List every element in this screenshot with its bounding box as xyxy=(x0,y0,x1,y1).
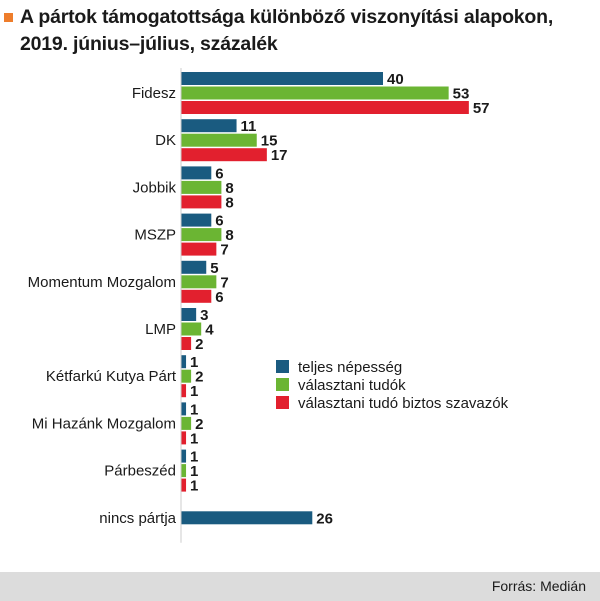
value-label-ketfarku-kutya-part-valasztani-tudo-biztos-szavazok: 1 xyxy=(190,383,198,400)
value-label-parbeszed-valasztani-tudok: 1 xyxy=(190,463,198,480)
legend-label-teljes-nepesseg: teljes népesség xyxy=(298,359,402,376)
bar-dk-valasztani-tudo-biztos-szavazok xyxy=(181,148,267,162)
value-label-jobbik-valasztani-tudok: 8 xyxy=(225,180,233,197)
bar-fidesz-valasztani-tudo-biztos-szavazok xyxy=(181,101,469,114)
bar-lmp-teljes-nepesseg xyxy=(181,308,197,321)
bar-chart: Fidesz405357DK111517Jobbik688MSZP687Mome… xyxy=(28,68,509,543)
bar-parbeszed-valasztani-tudok xyxy=(181,464,187,478)
value-label-dk-teljes-nepesseg: 11 xyxy=(241,118,257,135)
legend-swatch-teljes-nepesseg xyxy=(276,360,289,373)
bar-mi-hazank-mozgalom-valasztani-tudo-biztos-szavazok xyxy=(181,431,187,445)
bar-parbeszed-valasztani-tudo-biztos-szavazok xyxy=(181,478,187,492)
bar-ketfarku-kutya-part-teljes-nepesseg xyxy=(181,355,187,369)
value-label-momentum-mozgalom-valasztani-tudo-biztos-szavazok: 6 xyxy=(215,289,223,306)
title-marker xyxy=(4,13,13,22)
value-label-mi-hazank-mozgalom-valasztani-tudo-biztos-szavazok: 1 xyxy=(190,430,198,447)
value-label-ketfarku-kutya-part-teljes-nepesseg: 1 xyxy=(190,354,198,371)
category-label-mszp: MSZP xyxy=(134,227,176,244)
legend-label-valasztani-tudok: választani tudók xyxy=(298,377,406,394)
value-label-parbeszed-valasztani-tudo-biztos-szavazok: 1 xyxy=(190,478,198,495)
legend-label-valasztani-tudo-biztos-szavazok: választani tudó biztos szavazók xyxy=(298,395,509,412)
bar-fidesz-valasztani-tudok xyxy=(181,86,449,100)
value-label-momentum-mozgalom-valasztani-tudok: 7 xyxy=(220,274,228,291)
category-label-mi-hazank-mozgalom: Mi Hazánk Mozgalom xyxy=(32,415,176,432)
category-label-parbeszed: Párbeszéd xyxy=(104,463,176,480)
value-label-mi-hazank-mozgalom-teljes-nepesseg: 1 xyxy=(190,401,198,418)
bar-ketfarku-kutya-part-valasztani-tudo-biztos-szavazok xyxy=(181,384,187,398)
value-label-mszp-valasztani-tudo-biztos-szavazok: 7 xyxy=(220,242,228,259)
footer-bar: Forrás: Medián xyxy=(0,572,600,601)
bar-fidesz-teljes-nepesseg xyxy=(181,72,383,85)
bar-jobbik-teljes-nepesseg xyxy=(181,166,212,180)
category-label-lmp: LMP xyxy=(145,321,176,338)
category-label-nincs-partja: nincs pártja xyxy=(99,510,176,527)
category-label-jobbik: Jobbik xyxy=(133,179,177,196)
bar-mszp-valasztani-tudok xyxy=(181,228,222,242)
value-label-dk-valasztani-tudok: 15 xyxy=(261,133,278,150)
category-label-fidesz: Fidesz xyxy=(132,85,176,102)
title-line-2: 2019. június–július, százalék xyxy=(20,33,278,55)
legend-swatch-valasztani-tudo-biztos-szavazok xyxy=(276,396,289,409)
value-label-momentum-mozgalom-teljes-nepesseg: 5 xyxy=(210,260,218,277)
bar-ketfarku-kutya-part-valasztani-tudok xyxy=(181,369,192,383)
bar-lmp-valasztani-tudo-biztos-szavazok xyxy=(181,337,192,350)
legend-swatch-valasztani-tudok xyxy=(276,378,289,391)
value-label-lmp-valasztani-tudok: 4 xyxy=(205,322,214,339)
value-label-lmp-valasztani-tudo-biztos-szavazok: 2 xyxy=(195,336,203,353)
value-label-fidesz-valasztani-tudo-biztos-szavazok: 57 xyxy=(473,100,490,117)
category-label-ketfarku-kutya-part: Kétfarkú Kutya Párt xyxy=(46,368,177,385)
title-text: A pártok támogatottsága különböző viszon… xyxy=(20,4,596,58)
bar-dk-valasztani-tudok xyxy=(181,133,257,147)
value-label-nincs-partja-teljes-nepesseg: 26 xyxy=(316,510,333,527)
value-label-lmp-teljes-nepesseg: 3 xyxy=(200,307,208,324)
bar-lmp-valasztani-tudok xyxy=(181,322,202,336)
value-label-dk-valasztani-tudo-biztos-szavazok: 17 xyxy=(271,147,288,164)
value-label-mi-hazank-mozgalom-valasztani-tudok: 2 xyxy=(195,416,203,433)
chart-title: A pártok támogatottsága különböző viszon… xyxy=(4,4,596,58)
bar-momentum-mozgalom-valasztani-tudok xyxy=(181,275,217,289)
source-label: Forrás: Medián xyxy=(491,578,586,594)
bar-mi-hazank-mozgalom-valasztani-tudok xyxy=(181,416,192,430)
value-label-parbeszed-teljes-nepesseg: 1 xyxy=(190,449,198,466)
bar-jobbik-valasztani-tudok xyxy=(181,180,222,194)
bar-mszp-valasztani-tudo-biztos-szavazok xyxy=(181,242,217,256)
category-label-momentum-mozgalom: Momentum Mozgalom xyxy=(28,274,176,291)
value-label-mszp-valasztani-tudok: 8 xyxy=(225,227,233,244)
value-label-fidesz-valasztani-tudok: 53 xyxy=(453,86,470,103)
bar-mszp-teljes-nepesseg xyxy=(181,213,212,227)
title-line-1: A pártok támogatottsága különböző viszon… xyxy=(20,6,554,28)
bar-nincs-partja-teljes-nepesseg xyxy=(181,511,313,525)
category-label-dk: DK xyxy=(155,132,176,149)
value-label-fidesz-teljes-nepesseg: 40 xyxy=(387,71,404,88)
bar-jobbik-valasztani-tudo-biztos-szavazok xyxy=(181,195,222,209)
value-label-mszp-teljes-nepesseg: 6 xyxy=(215,213,223,230)
bar-parbeszed-teljes-nepesseg xyxy=(181,449,187,463)
value-label-jobbik-valasztani-tudo-biztos-szavazok: 8 xyxy=(225,194,233,211)
bar-mi-hazank-mozgalom-teljes-nepesseg xyxy=(181,402,187,416)
bar-momentum-mozgalom-teljes-nepesseg xyxy=(181,260,207,274)
value-label-jobbik-teljes-nepesseg: 6 xyxy=(215,165,223,182)
bar-momentum-mozgalom-valasztani-tudo-biztos-szavazok xyxy=(181,289,212,303)
bar-dk-teljes-nepesseg xyxy=(181,119,237,133)
value-label-ketfarku-kutya-part-valasztani-tudok: 2 xyxy=(195,369,203,386)
